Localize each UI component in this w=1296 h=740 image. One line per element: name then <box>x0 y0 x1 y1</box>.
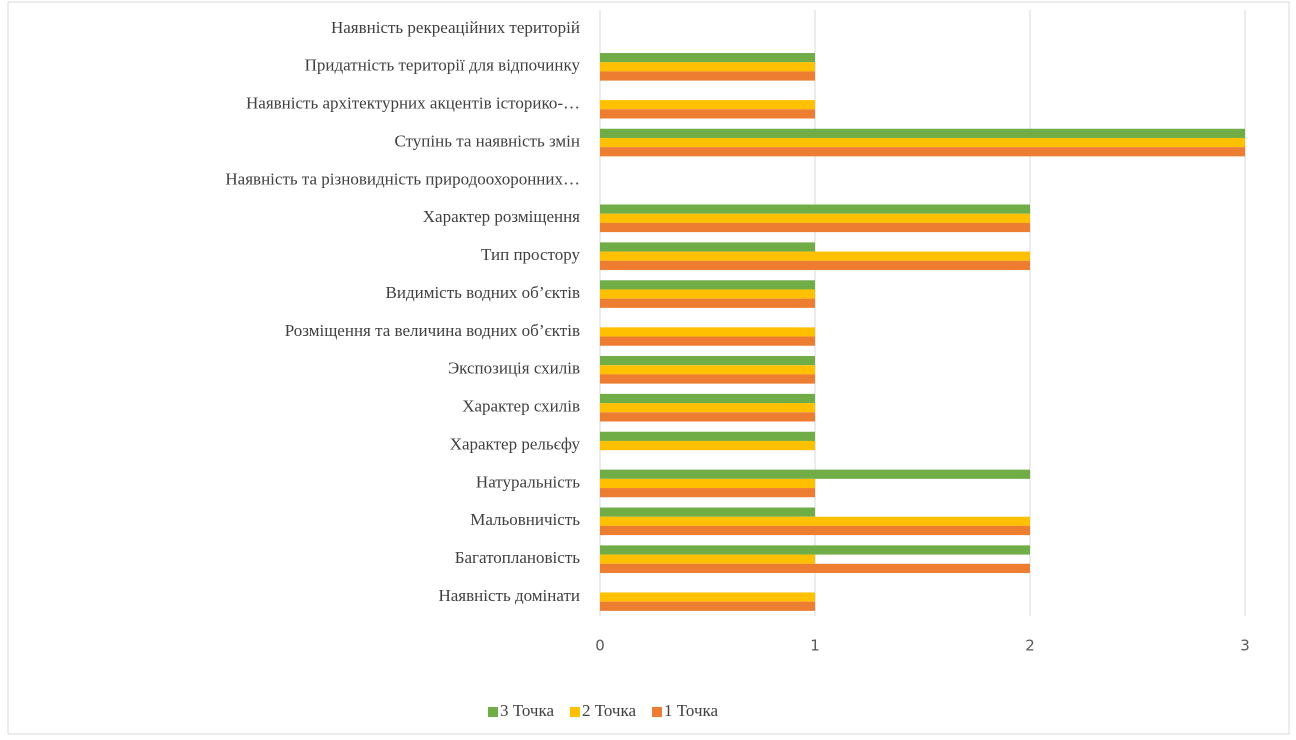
category-label: Экспозиція схилів <box>448 359 580 378</box>
bar <box>600 440 815 451</box>
bar <box>600 327 815 337</box>
bar <box>600 412 815 422</box>
bar <box>600 601 815 611</box>
bar <box>600 525 1030 536</box>
bar <box>600 100 815 110</box>
legend-swatch <box>488 707 498 717</box>
bar <box>600 516 1030 526</box>
category-label: Характер схилів <box>462 397 580 416</box>
bar <box>600 545 1030 555</box>
bar <box>600 147 1245 157</box>
bar <box>600 592 815 602</box>
bar <box>600 213 1030 223</box>
category-label: Видимість водних об’єктів <box>386 283 580 302</box>
bar <box>600 356 815 366</box>
bar <box>600 298 815 308</box>
bar <box>600 336 815 346</box>
category-label: Розміщення та величина водних об’єктів <box>285 321 580 340</box>
bar <box>600 289 815 299</box>
legend-label: 2 Точка <box>582 701 636 720</box>
bar <box>600 128 1245 138</box>
bar <box>600 554 815 564</box>
x-tick-label: 1 <box>810 637 820 655</box>
bar <box>600 137 1245 148</box>
bar <box>600 251 1030 261</box>
bar <box>600 109 815 119</box>
bar <box>600 71 815 81</box>
category-label: Наявність рекреаційних територій <box>331 18 580 37</box>
x-tick-label: 3 <box>1240 637 1250 655</box>
category-label: Характер рельєфу <box>450 434 581 453</box>
x-tick-label: 2 <box>1025 637 1035 655</box>
category-label: Ступінь та наявність змін <box>394 131 580 150</box>
category-label: Наявність та різновидність природоохорон… <box>225 169 580 188</box>
bar <box>600 563 1030 573</box>
bar <box>600 507 815 517</box>
bar <box>600 478 815 489</box>
legend-label: 1 Точка <box>664 701 718 720</box>
bar <box>600 374 815 384</box>
x-tick-label: 0 <box>595 637 605 655</box>
bar <box>600 280 815 290</box>
bar <box>600 403 815 413</box>
bar <box>600 488 815 498</box>
bar <box>600 260 1030 270</box>
bar <box>600 204 1030 214</box>
category-label: Наявність домінати <box>438 586 580 605</box>
bar <box>600 393 815 404</box>
category-label: Наявність архітектурних акцентів історик… <box>246 94 580 113</box>
bar <box>600 242 815 252</box>
bar <box>600 222 1030 233</box>
bar <box>600 469 1030 479</box>
legend-label: 3 Точка <box>500 701 554 720</box>
category-label: Тип простору <box>481 245 580 264</box>
category-label: Придатність території для відпочинку <box>305 56 581 75</box>
bar <box>600 53 815 63</box>
category-label: Мальовничість <box>470 510 580 529</box>
category-label: Натуральність <box>476 472 580 491</box>
legend-swatch <box>652 707 663 717</box>
legend-swatch <box>570 707 581 717</box>
bar <box>600 431 815 441</box>
bar <box>600 62 815 72</box>
category-label: Характер розміщення <box>423 207 580 226</box>
bar <box>600 365 815 375</box>
category-label: Багатоплановість <box>455 548 581 567</box>
